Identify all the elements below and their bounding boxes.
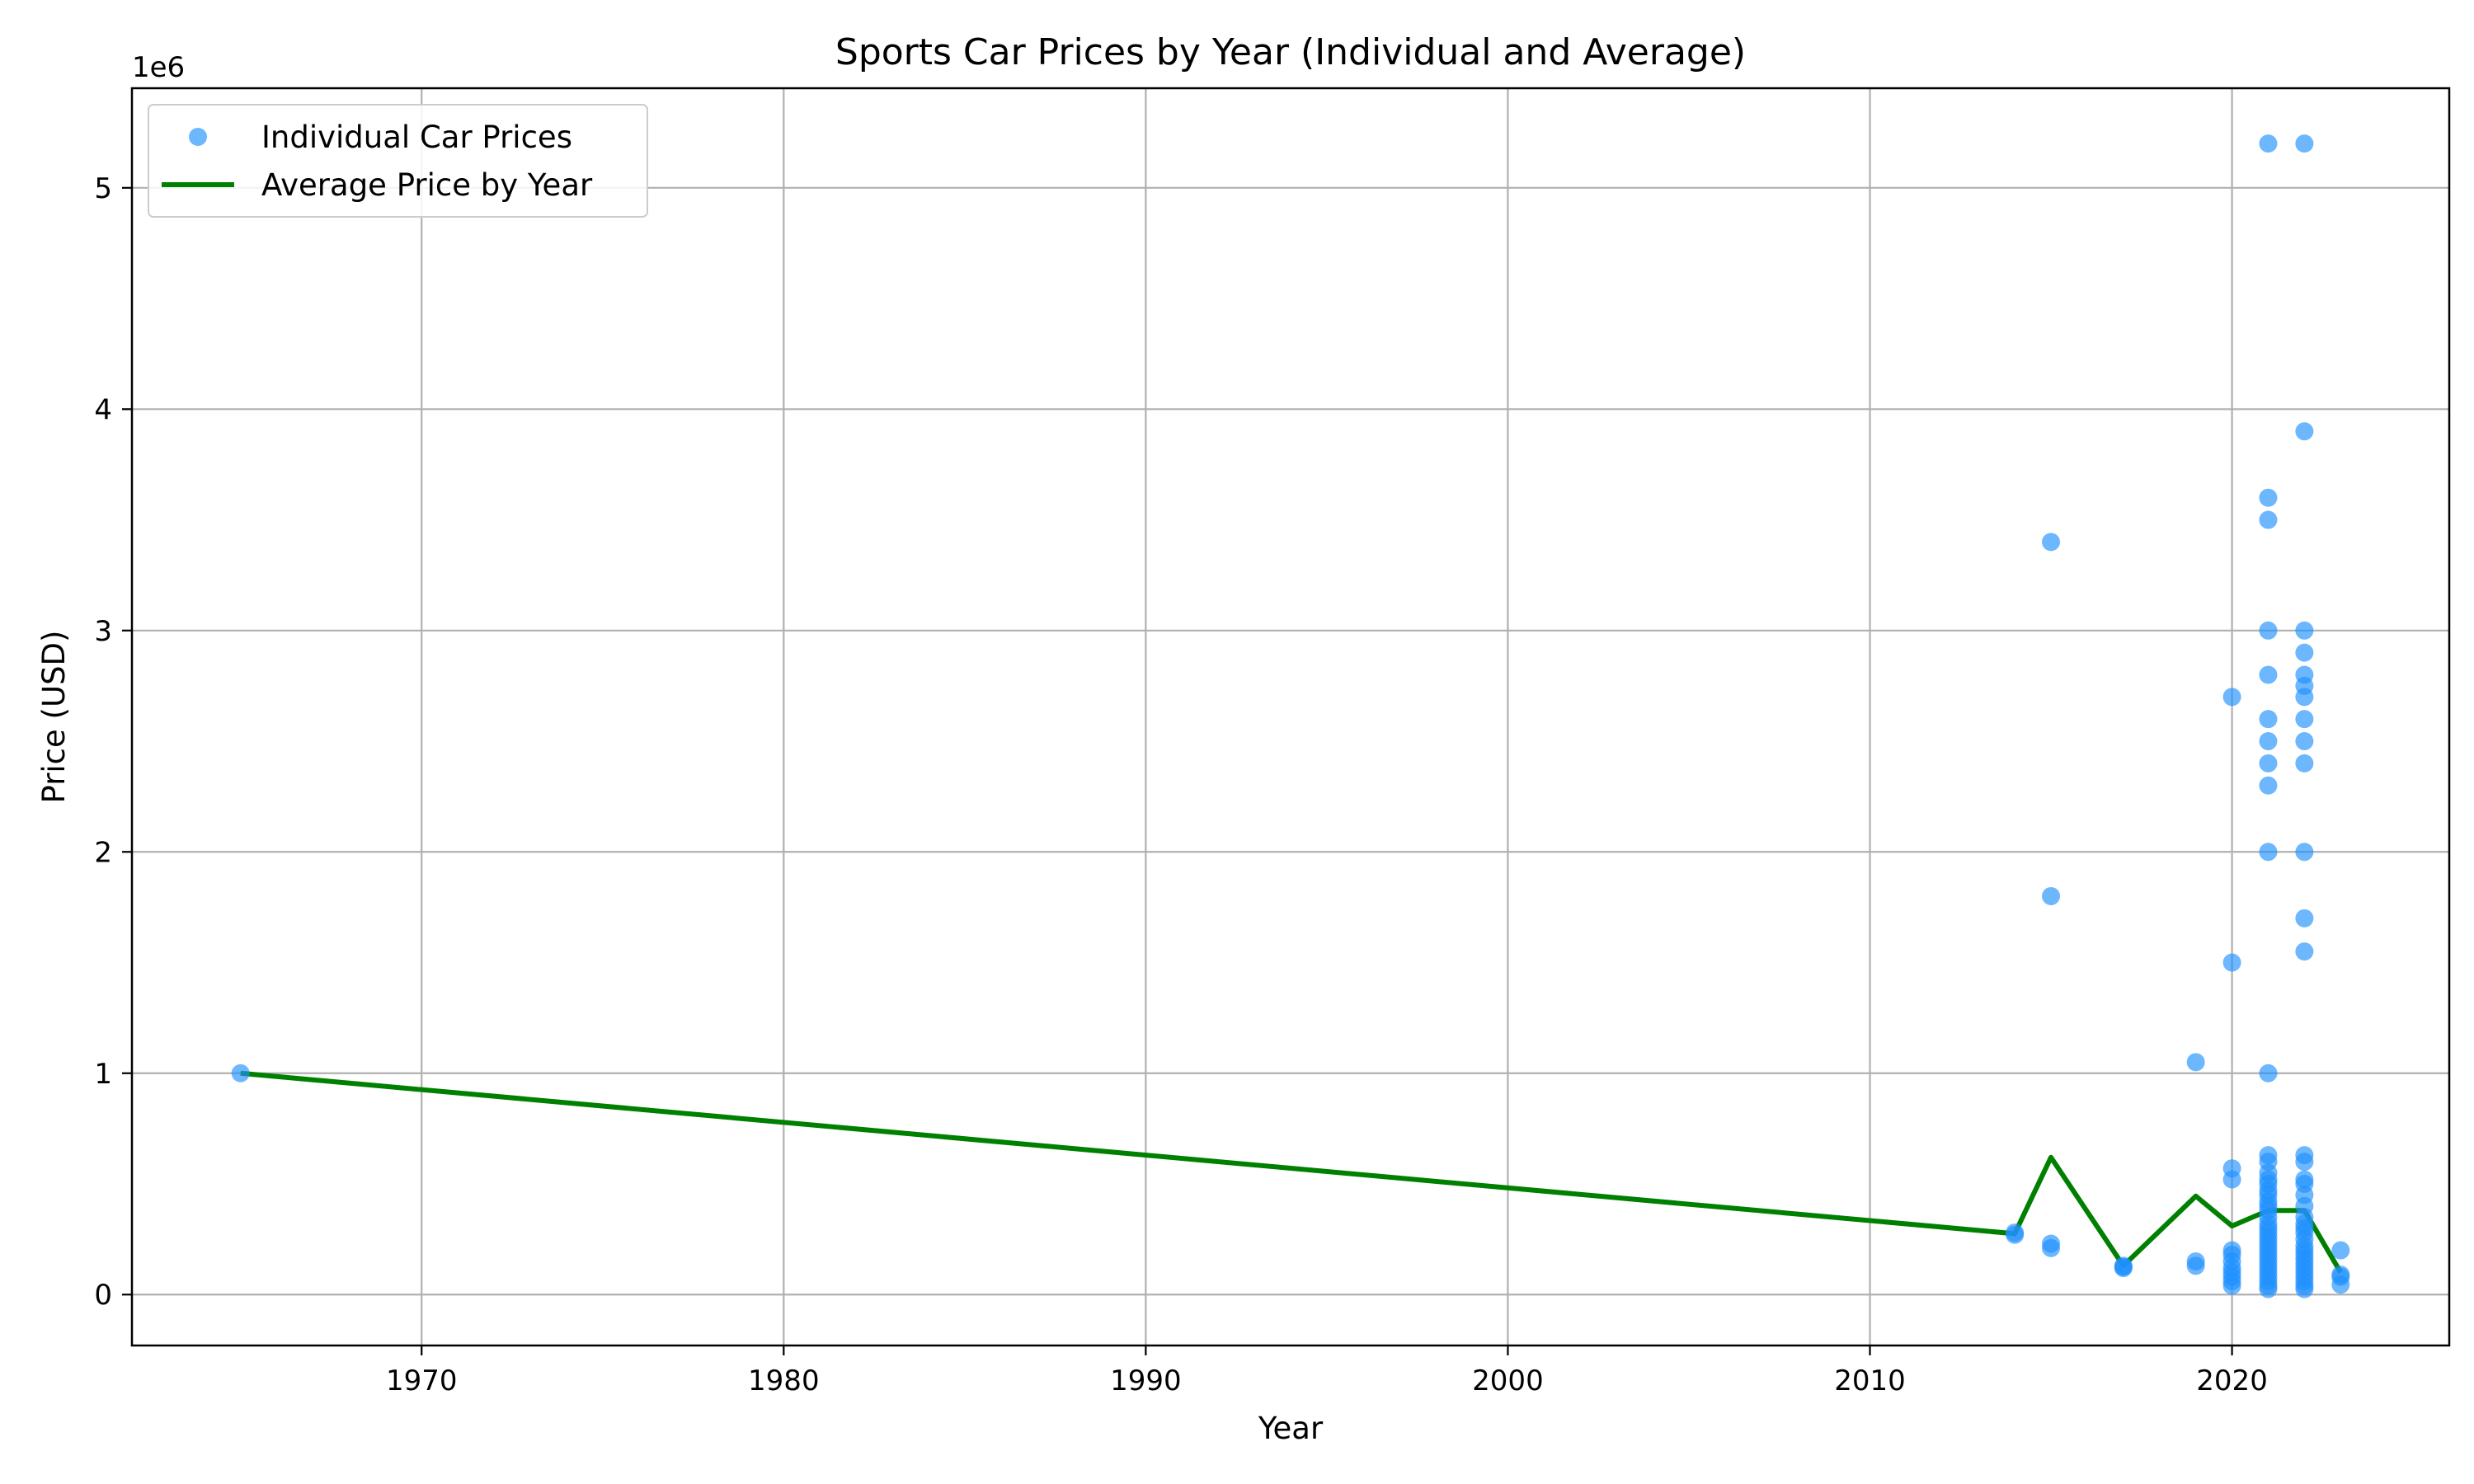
car-price-point [2295, 942, 2314, 961]
car-price-point [2259, 710, 2278, 729]
y-axis-offset-text: 1e6 [132, 51, 185, 84]
car-price-point [2259, 754, 2278, 773]
x-tick-label: 1980 [748, 1364, 820, 1397]
car-price-point [2295, 732, 2314, 751]
car-price-point [2259, 488, 2278, 507]
legend-scatter-label: Individual Car Prices [261, 120, 572, 155]
car-price-point [2259, 732, 2278, 751]
car-price-point [2186, 1053, 2205, 1072]
car-price-point [2331, 1275, 2350, 1294]
line-layer [240, 1070, 2343, 1274]
car-price-point [2259, 1280, 2278, 1298]
x-tick-label: 2000 [1472, 1364, 1544, 1397]
car-price-point [2006, 1223, 2025, 1242]
car-price-point [2222, 1276, 2241, 1295]
car-price-point [2042, 886, 2061, 905]
y-tick-label: 1 [94, 1058, 112, 1091]
car-price-point [2295, 422, 2314, 441]
car-price-point [2295, 843, 2314, 862]
car-price-point [2295, 1153, 2314, 1172]
tick-layer: 1970 1980 1990 2000 2010 2020 0 1 2 3 4 5 [94, 172, 2267, 1397]
average-price-line [240, 1070, 2343, 1274]
x-axis-label: Year [1258, 1411, 1324, 1446]
car-price-point [2222, 688, 2241, 707]
plot-frame [130, 87, 2451, 1347]
legend-box [148, 104, 648, 218]
car-price-point [2222, 953, 2241, 972]
y-tick-label: 5 [94, 172, 112, 205]
car-price-point [2259, 621, 2278, 640]
x-tick-label: 2010 [1834, 1364, 1906, 1397]
x-tick-label: 1970 [386, 1364, 458, 1397]
y-tick-label: 0 [94, 1279, 112, 1312]
grid-layer [132, 88, 2449, 1345]
car-price-point [2259, 776, 2278, 795]
y-tick-label: 3 [94, 615, 112, 648]
car-price-point [231, 1064, 250, 1082]
legend: Individual Car Prices Average Price by Y… [148, 104, 648, 218]
x-tick-label: 2020 [2196, 1364, 2268, 1397]
car-price-point [2295, 621, 2314, 640]
car-price-point [2295, 1280, 2314, 1298]
car-price-point [2331, 1241, 2350, 1260]
y-axis-label: Price (USD) [36, 631, 72, 804]
car-price-point [2114, 1257, 2133, 1276]
car-price-point [2222, 1170, 2241, 1189]
car-price-point [2259, 134, 2278, 153]
car-price-point [2295, 710, 2314, 729]
car-price-point [2259, 665, 2278, 684]
y-tick-label: 4 [94, 393, 112, 426]
car-price-point [2295, 643, 2314, 662]
y-tick-label: 2 [94, 836, 112, 869]
chart-title: Sports Car Prices by Year (Individual an… [835, 31, 1746, 73]
car-price-point [2295, 688, 2314, 707]
car-price-point [2042, 533, 2061, 552]
car-price-point [2186, 1256, 2205, 1275]
car-price-point [2295, 134, 2314, 153]
car-price-point [2295, 754, 2314, 773]
scatter-layer [231, 134, 2350, 1298]
car-price-point [2259, 843, 2278, 862]
legend-line-label: Average Price by Year [261, 167, 593, 203]
car-price-point [2259, 510, 2278, 529]
car-price-point [2042, 1238, 2061, 1257]
x-tick-label: 1990 [1110, 1364, 1182, 1397]
legend-scatter-marker [189, 128, 207, 146]
car-price-point [2295, 909, 2314, 928]
car-price-point [2259, 1064, 2278, 1082]
